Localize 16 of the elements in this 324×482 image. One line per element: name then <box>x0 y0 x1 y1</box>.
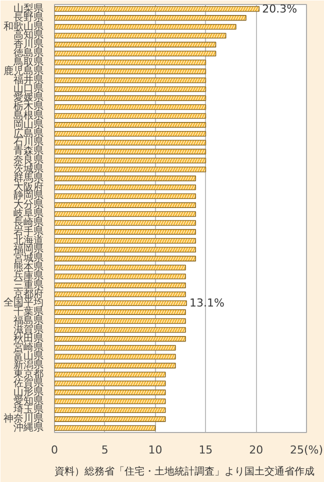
x-tick-label: 25(%) <box>290 444 324 456</box>
x-tick-label: 20 <box>249 444 264 456</box>
y-tick-label: 岩手県 <box>14 225 44 238</box>
y-tick-label: 沖縄県 <box>14 422 44 434</box>
x-tick-label: 15 <box>198 444 213 456</box>
data-label: 20.3% <box>262 2 298 16</box>
data-label: 13.1% <box>190 296 224 310</box>
y-tick-label: 山梨県 <box>14 2 44 14</box>
x-tick-label: 5 <box>101 444 108 456</box>
y-tick-label: 滋賀県 <box>14 323 44 336</box>
text: 資料）総務省「住宅・土地統計調査」より国土交通省作成 <box>54 466 314 478</box>
x-tick-label: 10 <box>148 444 162 456</box>
y-tick-label: 福井県 <box>14 74 44 86</box>
y-tick-label: 岡山県 <box>14 118 44 130</box>
x-tick-label: 0 <box>51 444 58 456</box>
y-tick-label: 宮崎県 <box>14 341 44 354</box>
